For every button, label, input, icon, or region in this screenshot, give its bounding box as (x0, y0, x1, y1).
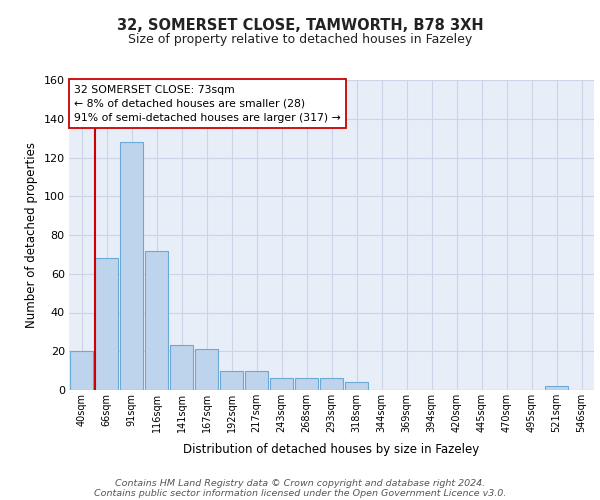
Bar (220, 370, 244, 390)
Bar (145, 250, 169, 390)
Text: Size of property relative to detached houses in Fazeley: Size of property relative to detached ho… (128, 32, 472, 46)
Bar (320, 378, 343, 390)
Bar (295, 378, 319, 390)
Text: Contains public sector information licensed under the Open Government Licence v3: Contains public sector information licen… (94, 488, 506, 498)
X-axis label: Distribution of detached houses by size in Fazeley: Distribution of detached houses by size … (184, 444, 479, 456)
Text: 32 SOMERSET CLOSE: 73sqm
← 8% of detached houses are smaller (28)
91% of semi-de: 32 SOMERSET CLOSE: 73sqm ← 8% of detache… (74, 84, 341, 122)
Bar (194, 350, 218, 390)
Bar (70, 351, 94, 390)
Bar (269, 378, 293, 390)
Bar (95, 258, 118, 390)
Bar (119, 142, 143, 390)
Bar (170, 346, 193, 390)
Bar (545, 386, 568, 390)
Bar (245, 370, 268, 390)
Y-axis label: Number of detached properties: Number of detached properties (25, 142, 38, 328)
Bar (344, 382, 368, 390)
Text: 32, SOMERSET CLOSE, TAMWORTH, B78 3XH: 32, SOMERSET CLOSE, TAMWORTH, B78 3XH (116, 18, 484, 32)
Text: Contains HM Land Registry data © Crown copyright and database right 2024.: Contains HM Land Registry data © Crown c… (115, 478, 485, 488)
